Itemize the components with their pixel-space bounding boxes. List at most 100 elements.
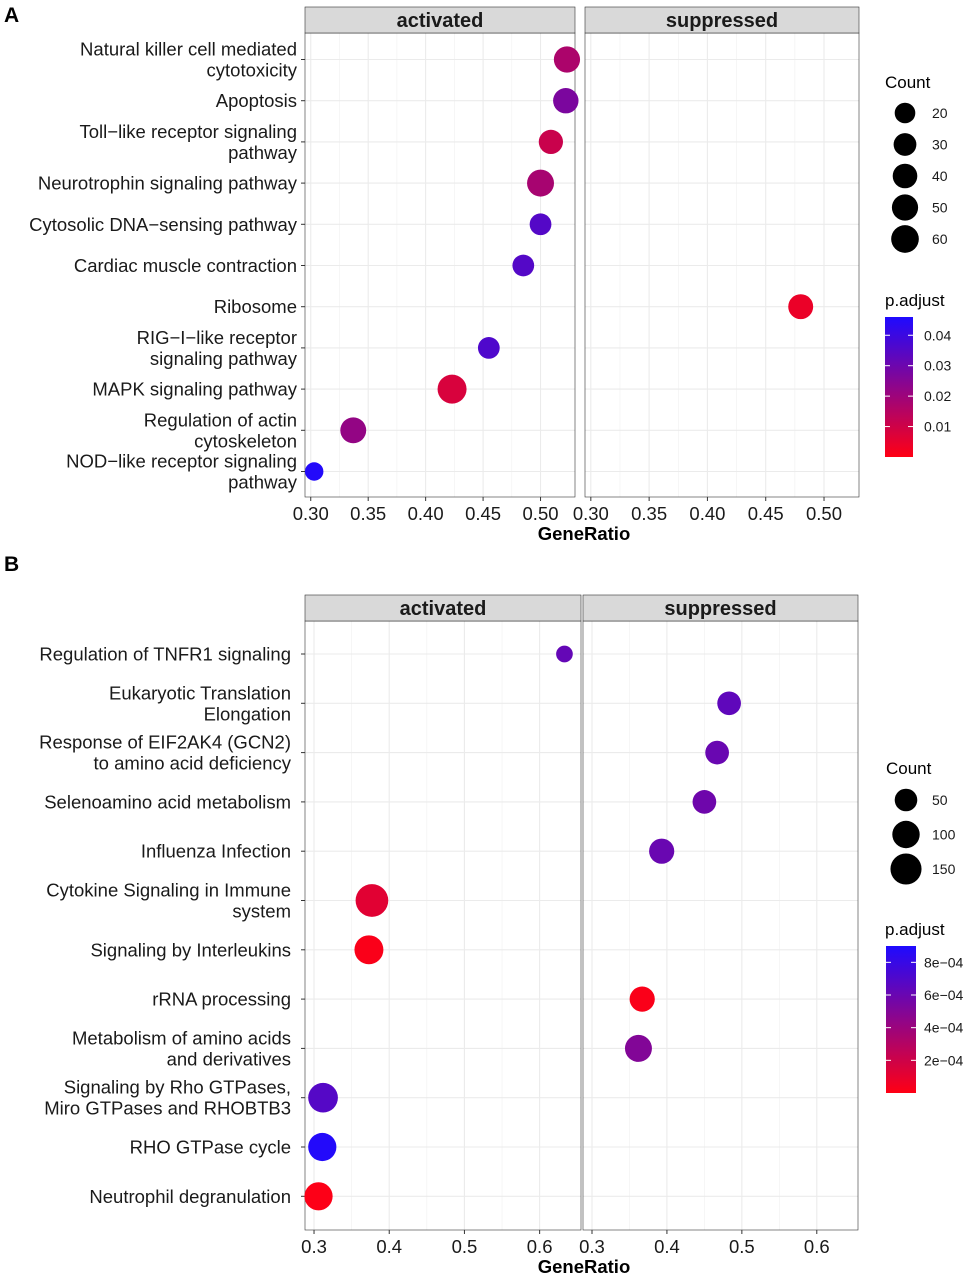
x-tick-label: 0.4 [654,1236,680,1257]
data-point [624,1034,652,1062]
y-category-label: Ribosome [214,296,297,317]
facet-strip [584,6,860,34]
legend-padj-label: 4e−04 [924,1020,964,1036]
plot-area [583,621,858,1230]
data-point [529,213,552,236]
legend-count-dot [891,225,919,253]
y-category-label-line: rRNA processing [152,989,291,1010]
legend-padj-label: 2e−04 [924,1052,964,1068]
y-category-label-line: NOD−like receptor signaling [66,451,297,472]
y-category-label: Selenoamino acid metabolism [44,791,291,812]
x-tick-label: 0.45 [465,503,501,524]
y-category-label: Regulation of actin cytoskeleton [144,409,297,451]
legend-padj-colorbar [885,317,913,457]
x-tick-label: 0.40 [689,503,725,524]
y-category-label-line: RIG−I−like receptor [137,327,297,348]
legend-count-label: 20 [932,105,948,121]
legend-count-dot [894,102,916,124]
x-tick-label: 0.35 [631,503,667,524]
y-category-label-line: Elongation [204,703,291,724]
y-category-label: Neutrophil degranulation [89,1186,291,1207]
y-category-label: MAPK signaling pathway [92,379,297,400]
plot-area [305,621,581,1230]
y-category-label: Influenza Infection [141,841,291,862]
facet-strip-label: activated [397,10,484,32]
y-category-label: Response of EIF2AK4 (GCN2) to amino acid … [39,732,292,774]
y-category-label-line: Neurotrophin signaling pathway [38,173,298,194]
y-category-label-line: Regulation of actin [144,409,297,430]
y-category-label-line: system [232,901,291,922]
legend-count-title: Count [886,759,932,778]
y-category-label: Signaling by Rho GTPases, Miro GTPases an… [44,1077,291,1119]
y-category-label-line: and derivatives [167,1048,291,1069]
y-category-label-line: Selenoamino acid metabolism [44,791,291,812]
data-point [527,169,555,197]
legend-count-dot [891,194,919,221]
legend-count-dot [890,853,922,885]
legend-count-label: 100 [932,827,956,843]
x-tick-label: 0.30 [573,503,609,524]
x-tick-label: 0.50 [523,503,559,524]
facet-suppressed: suppressed 0.3 0.4 0.5 0.6 [579,594,859,1257]
x-tick-label: 0.4 [376,1236,402,1257]
legend-count-dot [892,820,920,849]
x-tick-label: 0.6 [527,1236,553,1257]
y-category-label-line: Cytosolic DNA−sensing pathway [29,214,298,235]
y-category-label: Natural killer cell mediated cytotoxicity [80,39,298,81]
data-point [649,838,675,864]
legend-padj-label: 0.04 [924,327,951,343]
facet-strip [304,6,576,34]
y-category-label: Cardiac muscle contraction [74,255,297,276]
x-axis-title: GeneRatio [538,1256,631,1276]
data-point [553,46,581,73]
legend-padj-title: p.adjust [885,291,945,310]
x-axis-title: GeneRatio [538,523,631,544]
y-category-label: rRNA processing [152,989,291,1010]
x-tick-label: 0.5 [729,1236,755,1257]
x-tick-label: 0.30 [293,503,329,524]
y-category-label-line: MAPK signaling pathway [92,379,297,400]
legend-count-label: 60 [932,231,948,247]
x-tick-label: 0.6 [804,1236,830,1257]
data-point [354,935,384,965]
y-category-label: RHO GTPase cycle [130,1137,291,1158]
data-point [538,129,564,155]
facet-strip [582,594,859,622]
x-tick-label: 0.3 [301,1236,327,1257]
legend-count-label: 50 [932,792,948,808]
legend-count-label: 150 [932,861,956,877]
data-point [437,374,467,404]
y-category-label-line: Regulation of TNFR1 signaling [39,644,291,665]
data-point [788,294,814,320]
x-tick-label: 0.40 [408,503,444,524]
legend-padj-label: 6e−04 [924,987,964,1003]
panel-letter: A [4,4,19,27]
y-category-label: Eukaryotic Translation Elongation [109,682,291,724]
data-point [556,645,573,663]
legend-padj-label: 0.02 [924,388,951,404]
x-tick-label: 0.3 [579,1236,605,1257]
y-category-label-line: Apoptosis [216,90,297,111]
y-category-label: Apoptosis [216,90,297,111]
y-category-label-line: Toll−like receptor signaling [80,121,298,142]
legend-padj-colorbar [886,946,916,1093]
y-category-label-line: Ribosome [214,296,297,317]
y-category-label-line: Cardiac muscle contraction [74,255,297,276]
y-category-label-line: Metabolism of amino acids [72,1027,291,1048]
legend-count-label: 50 [932,200,948,216]
legend-count-label: 30 [932,137,948,153]
y-category-label: Signaling by Interleukins [90,939,291,960]
legend-count-title: Count [885,73,931,92]
facet-activated: activated 0.3 0.4 0.5 0.6 [301,594,582,1257]
y-category-label-line: RHO GTPase cycle [130,1137,291,1158]
y-category-label: RIG−I−like receptor signaling pathway [137,327,298,369]
legend-padj-title: p.adjust [885,920,945,939]
legend-padj-label: 0.01 [924,419,951,435]
y-category-label: Toll−like receptor signaling pathway [80,121,298,163]
data-point [705,740,729,765]
y-category-label-line: Response of EIF2AK4 (GCN2) [39,732,291,753]
legend-count-dot [892,163,918,189]
data-point [355,884,389,917]
x-tick-label: 0.50 [806,503,842,524]
